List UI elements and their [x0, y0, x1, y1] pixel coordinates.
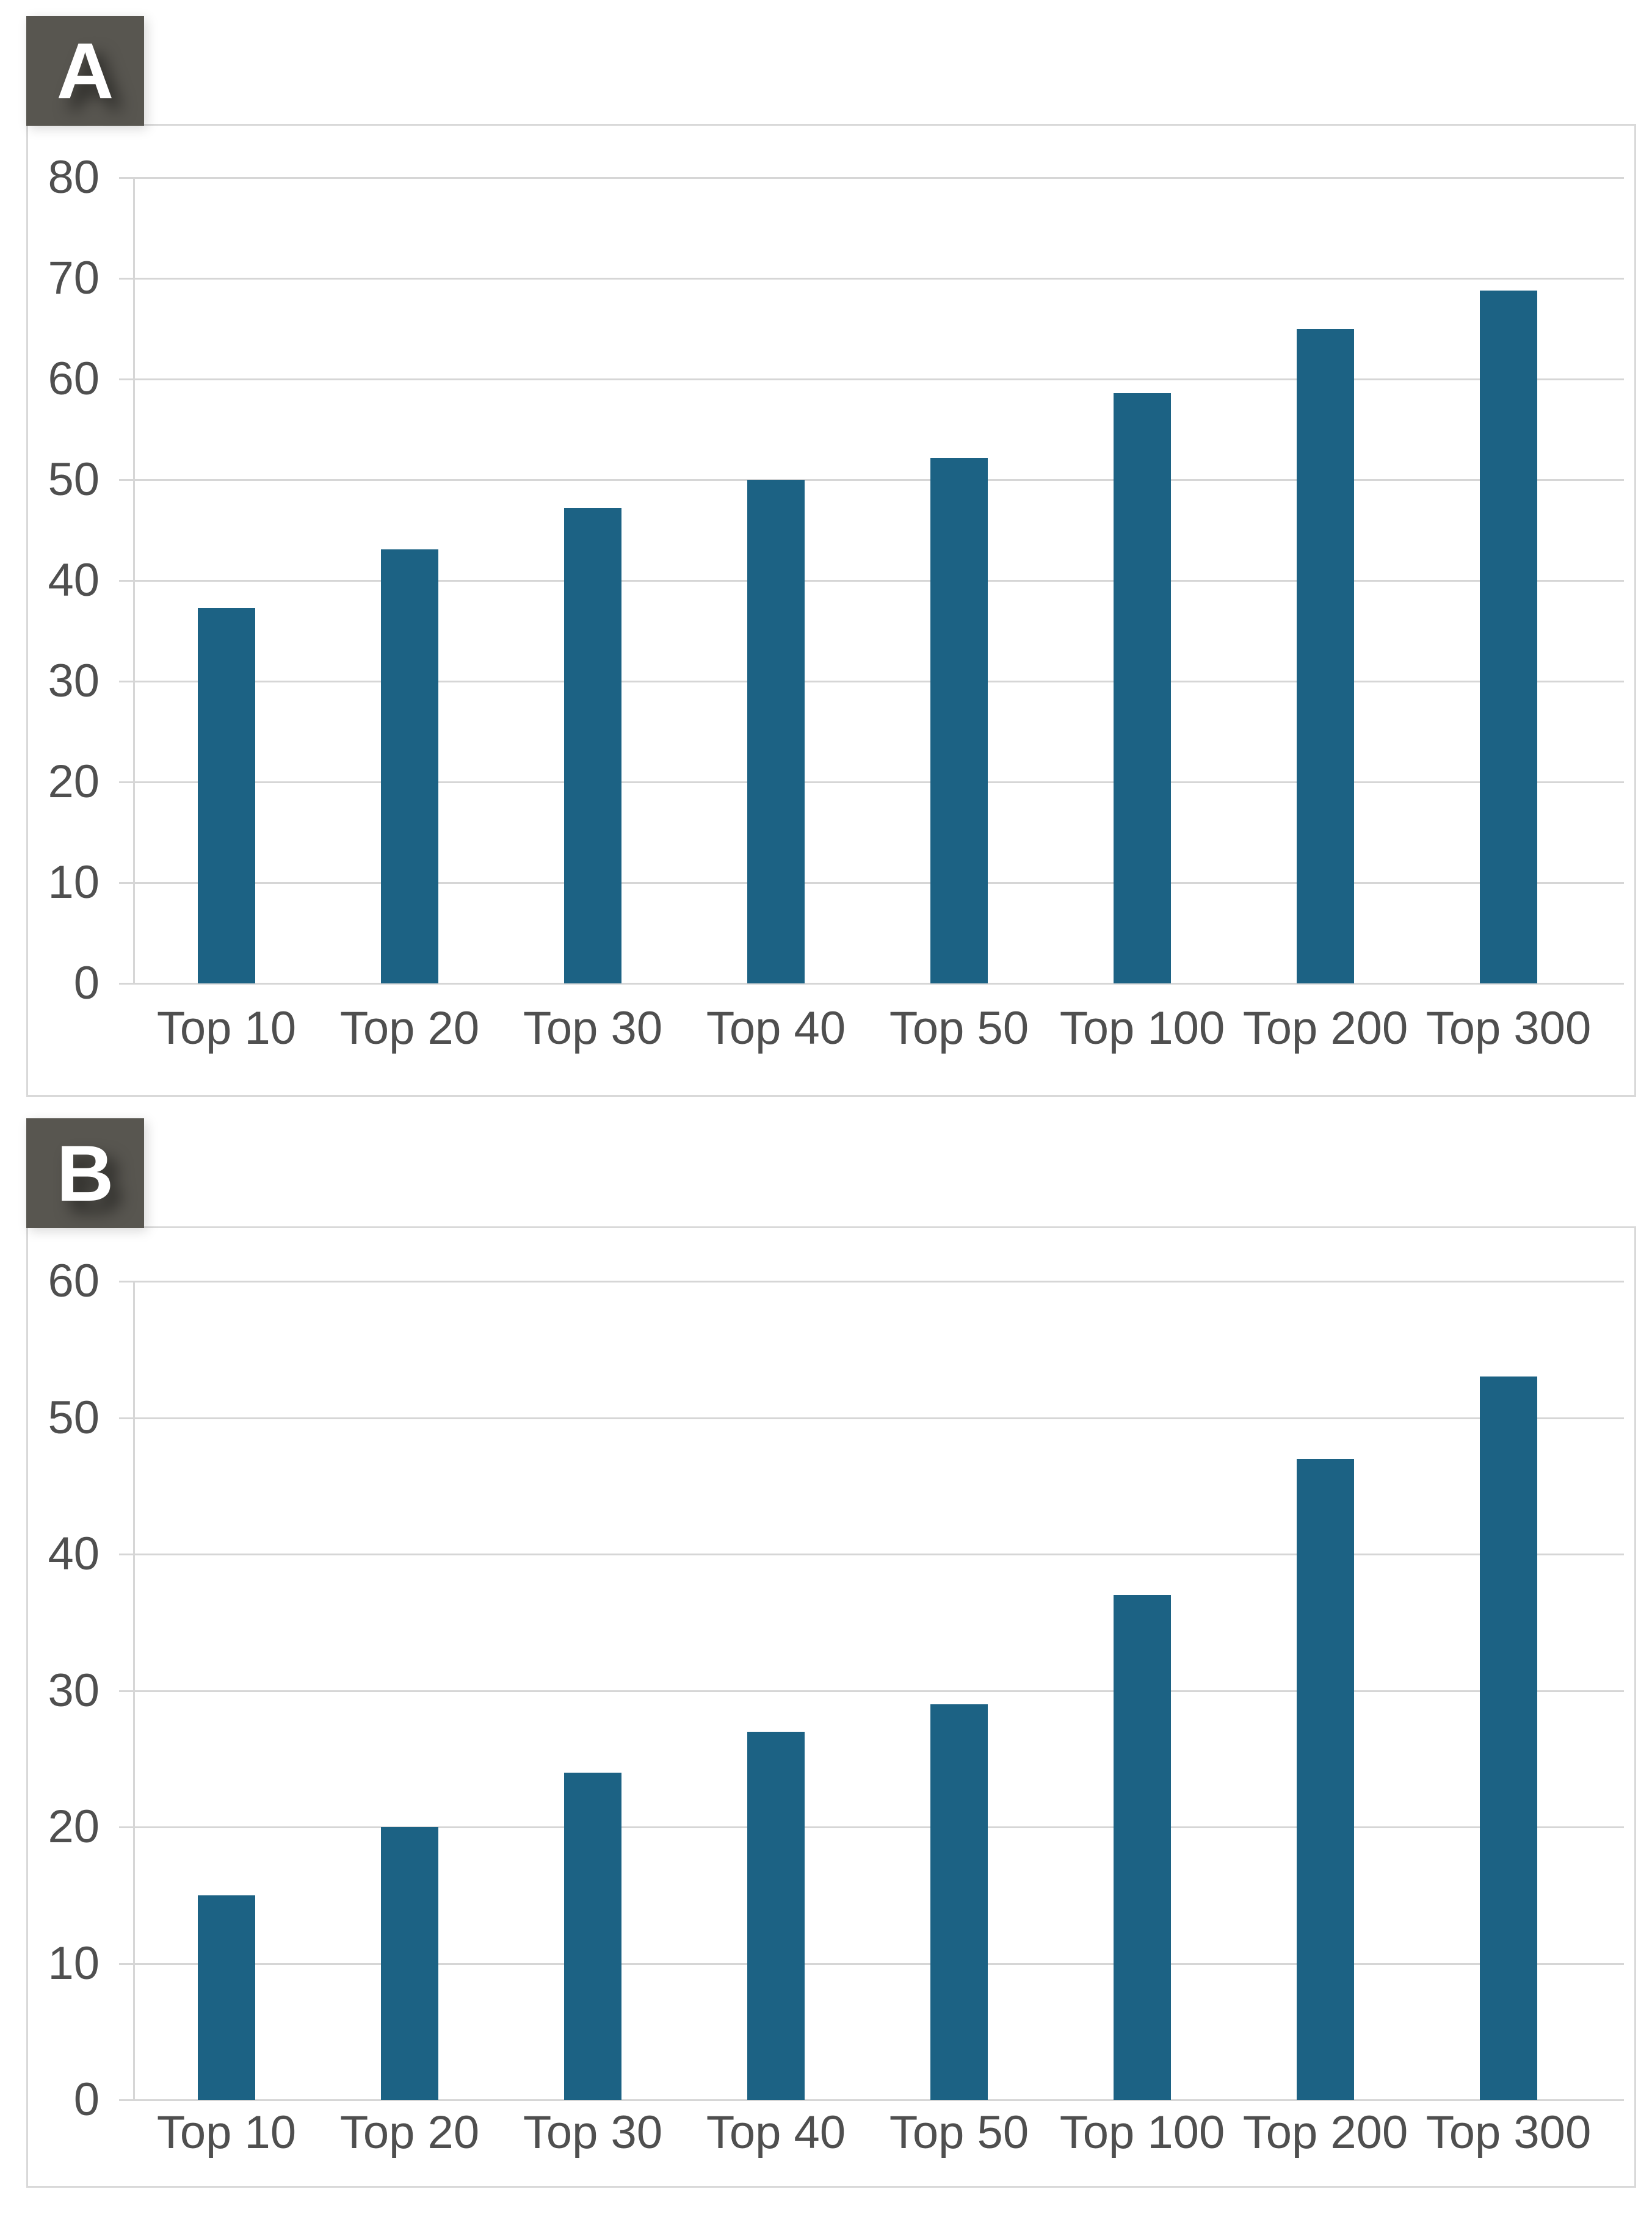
gridline-0 — [119, 2099, 1624, 2101]
bar-top-30 — [564, 508, 621, 983]
panel-a-plot-area: 0 10 20 30 40 50 60 70 80 Top 10 Top 20 Top 30 Top … — [48, 154, 1624, 1052]
gridline-70 — [119, 278, 1624, 280]
x-category-label: Top 300 — [1426, 1002, 1592, 1054]
bar-slot — [501, 1281, 684, 2100]
bar-slot — [135, 1281, 318, 2100]
bar-slot — [1234, 178, 1417, 983]
y-tick-label-40: 40 — [48, 1528, 100, 1580]
bar-top-200 — [1297, 1458, 1354, 2100]
y-tick-label-10: 10 — [48, 856, 100, 908]
gridline-80 — [119, 177, 1624, 179]
y-tick-label-60: 60 — [48, 353, 100, 405]
gridline-60 — [119, 378, 1624, 380]
x-category-label: Top 10 — [156, 2107, 297, 2158]
panel-a-y-axis: 0 10 20 30 40 50 60 70 80 — [48, 154, 1624, 1007]
bar-top-50 — [930, 457, 988, 983]
x-category-label: Top 50 — [889, 2107, 1029, 2158]
panel-b-y-axis: 0 10 20 30 40 50 60 — [48, 1258, 1624, 2123]
bar-slot — [318, 178, 501, 983]
y-tick-label-60: 60 — [48, 1255, 100, 1307]
y-tick-label-50: 50 — [48, 454, 100, 505]
gridline-0 — [119, 983, 1624, 985]
bar-top-10 — [198, 607, 255, 983]
x-category-label: Top 200 — [1242, 2107, 1408, 2158]
bar-top-100 — [1114, 393, 1171, 983]
gridline-20 — [119, 1826, 1624, 1828]
bar-top-100 — [1114, 1595, 1171, 2100]
y-tick-label-30: 30 — [48, 655, 100, 707]
bar-top-300 — [1480, 1377, 1537, 2100]
bar-slot — [868, 1281, 1051, 2100]
bar-top-20 — [381, 1827, 438, 2100]
panel-b-badge-label: B — [56, 1129, 114, 1218]
x-category-label: Top 20 — [339, 2107, 480, 2158]
gridline-40 — [119, 1554, 1624, 1555]
gridline-30 — [119, 1690, 1624, 1692]
y-tick-label-20: 20 — [48, 1801, 100, 1853]
bar-slot — [1417, 1281, 1600, 2100]
panel-b-x-axis: Top 10 Top 20 Top 30 Top 40 Top 50 Top 100 Top… — [135, 2110, 1600, 2156]
bar-slot — [868, 178, 1051, 983]
y-tick-label-20: 20 — [48, 756, 100, 808]
x-category-label: Top 100 — [1059, 1002, 1225, 1054]
y-tick-label-80: 80 — [48, 151, 100, 203]
gridline-50 — [119, 1417, 1624, 1419]
bar-top-10 — [198, 1895, 255, 2100]
x-category-label: Top 200 — [1242, 1002, 1408, 1054]
gridline-50 — [119, 479, 1624, 481]
y-tick-label-10: 10 — [48, 1937, 100, 1989]
bar-slot — [684, 1281, 868, 2100]
panel-a-x-axis: Top 10 Top 20 Top 30 Top 40 Top 50 Top 100 Top… — [135, 1005, 1600, 1052]
panel-b-gridlines — [119, 1281, 1624, 2101]
x-category-label: Top 30 — [523, 2107, 663, 2158]
bar-slot — [318, 1281, 501, 2100]
bar-top-20 — [381, 549, 438, 983]
x-category-label: Top 40 — [706, 2107, 846, 2158]
bar-top-300 — [1480, 290, 1537, 983]
gridline-10 — [119, 1963, 1624, 1965]
x-category-label: Top 10 — [156, 1002, 297, 1054]
gridline-30 — [119, 681, 1624, 682]
panel-a-badge: A — [26, 16, 144, 126]
gridline-10 — [119, 882, 1624, 884]
bar-top-200 — [1297, 328, 1354, 983]
bar-slot — [1051, 1281, 1234, 2100]
x-category-label: Top 40 — [706, 1002, 846, 1054]
bar-slot — [501, 178, 684, 983]
panel-b-badge: B — [26, 1118, 144, 1228]
x-category-label: Top 30 — [523, 1002, 663, 1054]
panel-a-badge-label: A — [56, 26, 114, 115]
y-tick-label-50: 50 — [48, 1391, 100, 1444]
x-category-label: Top 20 — [339, 1002, 480, 1054]
bar-slot — [1417, 178, 1600, 983]
panel-a-gridlines — [119, 177, 1624, 985]
bar-slot — [1051, 178, 1234, 983]
panel-a-bars — [135, 178, 1600, 983]
bar-slot — [135, 178, 318, 983]
bar-top-50 — [930, 1704, 988, 2100]
bar-top-40 — [747, 480, 805, 983]
gridline-20 — [119, 781, 1624, 783]
y-tick-label-30: 30 — [48, 1664, 100, 1717]
y-tick-label-0: 0 — [73, 957, 100, 1009]
bar-top-30 — [564, 1772, 621, 2100]
y-tick-label-0: 0 — [73, 2074, 100, 2125]
y-tick-label-40: 40 — [48, 554, 100, 606]
y-tick-label-70: 70 — [48, 252, 100, 304]
gridline-40 — [119, 580, 1624, 582]
panel-b-bars — [135, 1281, 1600, 2100]
gridline-60 — [119, 1281, 1624, 1282]
bar-slot — [684, 178, 868, 983]
x-category-label: Top 50 — [889, 1002, 1029, 1054]
x-category-label: Top 300 — [1426, 2107, 1592, 2158]
panel-b-plot-area: 0 10 20 30 40 50 60 Top 10 Top 20 Top 30 Top 40 To… — [48, 1258, 1624, 2156]
bar-top-40 — [747, 1731, 805, 2100]
panel-a: A 0 10 20 30 40 50 60 70 80 Top 10 Top 20 Top 30 To… — [26, 16, 1636, 1097]
x-category-label: Top 100 — [1059, 2107, 1225, 2158]
bar-slot — [1234, 1281, 1417, 2100]
panel-b: B 0 10 20 30 40 50 60 Top 10 Top 20 Top 30 Top 40… — [26, 1118, 1636, 2188]
